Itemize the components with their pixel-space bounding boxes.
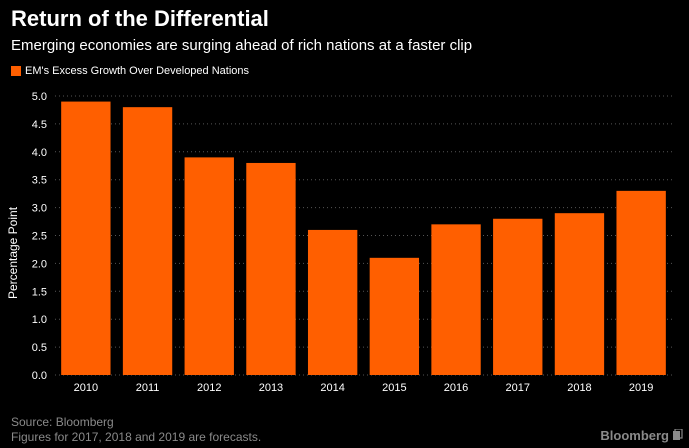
x-tick-label: 2017 <box>506 382 530 394</box>
bar-2011 <box>122 107 173 375</box>
x-tick-label: 2014 <box>320 382 344 394</box>
chart-title: Return of the Differential <box>11 6 269 31</box>
bar-2012 <box>184 157 234 375</box>
y-tick-label: 0.0 <box>32 370 47 382</box>
y-axis-ticks: 0.0 0.5 1.0 1.5 2.0 2.5 3.0 3.5 4.0 4.5 5.0 <box>32 91 47 382</box>
x-tick-label: 2012 <box>197 382 221 394</box>
x-tick-label: 2013 <box>259 382 283 394</box>
bar-2015 <box>369 257 420 375</box>
y-tick-label: 3.0 <box>32 203 47 215</box>
y-tick-label: 5.0 <box>32 91 47 103</box>
x-tick-label: 2016 <box>444 382 468 394</box>
bar-2018 <box>554 213 605 375</box>
bar-2016 <box>431 224 481 375</box>
y-tick-label: 4.5 <box>32 119 47 131</box>
bars <box>61 101 666 375</box>
x-tick-label: 2010 <box>74 382 98 394</box>
y-tick-label: 0.5 <box>32 342 47 354</box>
bar-2014 <box>307 229 358 375</box>
chart-subtitle: Emerging economies are surging ahead of … <box>11 37 473 54</box>
legend-swatch <box>11 66 21 76</box>
x-tick-label: 2015 <box>382 382 406 394</box>
bar-2010 <box>61 101 111 375</box>
x-tick-label: 2011 <box>136 382 160 394</box>
y-tick-label: 2.5 <box>32 231 47 243</box>
bar-2019 <box>616 190 666 375</box>
y-tick-label: 1.5 <box>32 286 47 298</box>
gridlines <box>55 95 672 376</box>
y-tick-label: 1.0 <box>32 314 47 326</box>
brand-wordmark: Bloomberg <box>600 428 669 443</box>
legend: EM's Excess Growth Over Developed Nation… <box>11 65 249 77</box>
legend-label: EM's Excess Growth Over Developed Nation… <box>25 65 250 77</box>
y-tick-label: 3.5 <box>32 175 47 187</box>
forecast-note: Figures for 2017, 2018 and 2019 are fore… <box>11 430 262 444</box>
x-tick-label: 2019 <box>629 382 653 394</box>
y-axis-label: Percentage Point <box>6 206 20 299</box>
x-axis-ticks: 2010 2011 2012 2013 2014 2015 2016 2017 2018 2019 <box>74 382 654 394</box>
source-note: Source: Bloomberg <box>11 415 114 429</box>
y-tick-label: 4.0 <box>32 147 47 159</box>
bar-2017 <box>493 218 543 375</box>
y-tick-label: 2.0 <box>32 258 47 270</box>
bloomberg-terminal-icon <box>673 429 683 440</box>
x-tick-label: 2018 <box>567 382 591 394</box>
bar-2013 <box>246 162 296 375</box>
